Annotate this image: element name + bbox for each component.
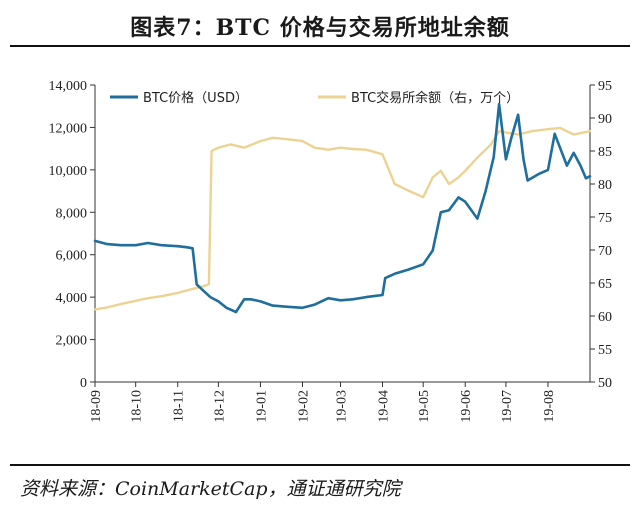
series-lines	[93, 102, 592, 314]
axes: 0 2,000 4,000 6,000 8,000 10,000 12,000 14,000 5…	[49, 79, 613, 423]
y-right-tick-label: 65	[598, 277, 612, 292]
x-tick-label: 19-06	[459, 390, 474, 423]
y-left-tick-label: 0	[80, 376, 87, 391]
x-tick-label: 18-09	[89, 390, 104, 423]
x-tick-label: 19-03	[334, 390, 349, 423]
y-left-tick-label: 4,000	[56, 291, 88, 306]
title-rule	[10, 45, 630, 47]
y-left-tick-label: 6,000	[56, 249, 88, 264]
y-left-tick-label: 10,000	[49, 164, 88, 179]
chart-title: 图表7：BTC 价格与交易所地址余额	[130, 15, 510, 41]
source-note: 资料来源：CoinMarketCap，通证通研究院	[20, 478, 401, 500]
legend-label: BTC交易所余额（右，万个）	[351, 90, 519, 106]
y-right-tick-label: 95	[598, 79, 612, 94]
y-right-tick-label: 75	[598, 211, 612, 226]
x-tick-label: 19-02	[296, 390, 311, 423]
y-left-tick-label: 14,000	[49, 79, 88, 94]
y-left-tick-label: 2,000	[56, 334, 88, 349]
y-right-tick-label: 90	[598, 112, 612, 127]
x-tick-label: 18-10	[130, 390, 145, 423]
x-tick-label: 19-05	[417, 390, 432, 423]
x-tick-label: 19-08	[542, 390, 557, 423]
y-right-tick-label: 55	[598, 343, 612, 358]
source-rule	[10, 464, 630, 466]
legend: BTC价格（USD） BTC交易所余额（右，万个）	[110, 90, 519, 106]
y-right-tick-label: 60	[598, 310, 612, 325]
x-tick-label: 19-04	[377, 390, 392, 423]
x-tick-label: 18-12	[212, 390, 227, 423]
series-line-exchange-balance	[93, 126, 592, 311]
legend-label: BTC价格（USD）	[143, 90, 248, 106]
x-tick-label: 19-01	[254, 390, 269, 423]
y-right-tick-label: 80	[598, 178, 612, 193]
y-right-tick-label: 50	[598, 376, 612, 391]
y-left-tick-label: 8,000	[56, 206, 88, 221]
y-left-tick-label: 12,000	[49, 121, 88, 136]
y-right-tick-label: 85	[598, 145, 612, 160]
y-right-tick-label: 70	[598, 244, 612, 259]
x-tick-label: 19-07	[500, 390, 515, 423]
x-tick-label: 18-11	[172, 390, 187, 422]
series-line-btc-price	[93, 102, 592, 314]
